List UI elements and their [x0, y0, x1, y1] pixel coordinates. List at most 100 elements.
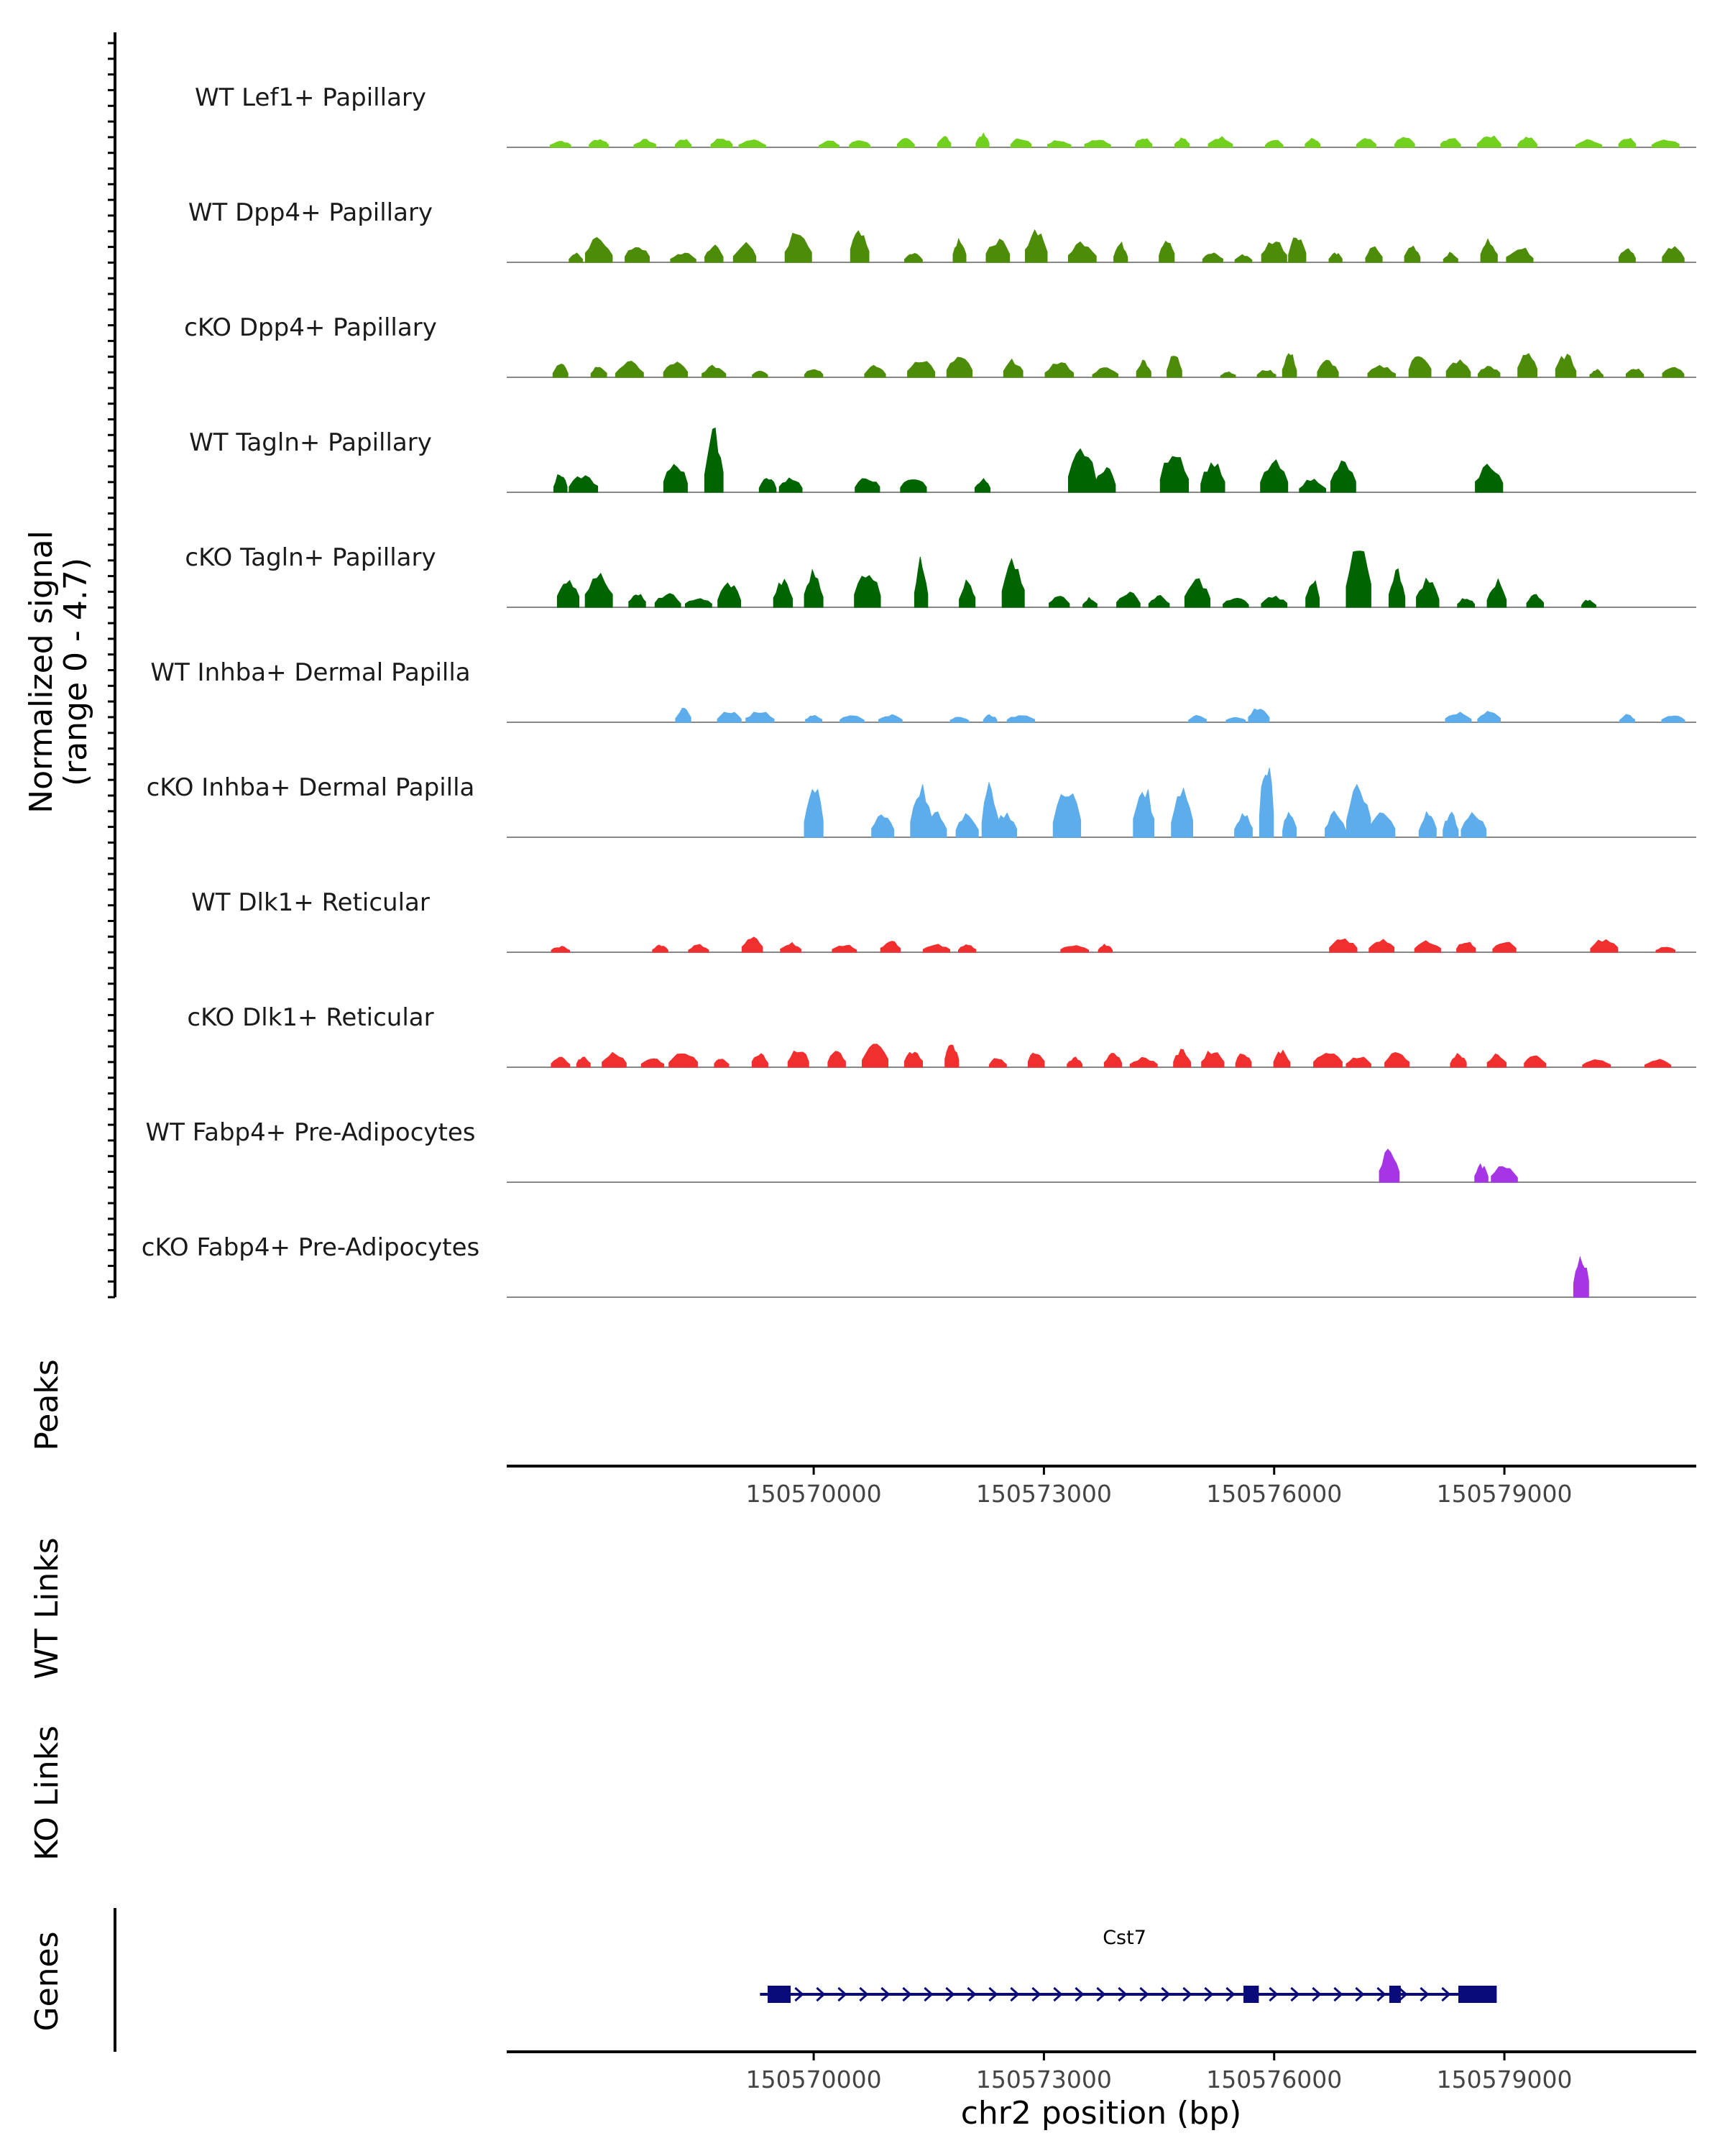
strand-arrow	[816, 1986, 826, 2002]
signal-peak	[1506, 247, 1534, 263]
signal-peak	[1346, 1056, 1371, 1068]
signal-peak	[880, 941, 901, 953]
signal-peak	[944, 1044, 960, 1068]
signal-peak	[1282, 811, 1297, 838]
gene-exon	[768, 1986, 791, 2003]
strand-arrow	[988, 1986, 998, 2002]
signal-peak	[952, 238, 967, 263]
track-4: cKO Tagln+ Papillary	[185, 543, 1696, 608]
signal-peak	[1060, 945, 1089, 953]
track-label: cKO Tagln+ Papillary	[185, 543, 436, 572]
signal-peak	[926, 811, 947, 838]
signal-peak	[714, 1059, 730, 1068]
signal-peak	[1006, 715, 1036, 723]
signal-peak	[903, 1051, 923, 1068]
track-5: WT Inhba+ Dermal Papilla	[150, 658, 1696, 723]
x-tick-label: 150576000	[1206, 2065, 1342, 2093]
signal-peak	[1486, 1053, 1507, 1068]
signal-peak	[1526, 594, 1544, 608]
signal-peak	[675, 707, 691, 723]
signal-peak	[1590, 939, 1619, 953]
signal-peak	[589, 139, 610, 148]
signal-peak	[1618, 137, 1637, 148]
signal-peak	[871, 814, 895, 838]
signal-peak	[1365, 246, 1383, 263]
signal-peak	[1044, 362, 1075, 378]
signal-peak	[1384, 1051, 1410, 1068]
signal-peak	[985, 239, 1011, 263]
signal-peak	[804, 369, 824, 378]
signal-peak	[702, 364, 727, 378]
strand-arrow	[1312, 1986, 1322, 2002]
signal-peak	[1049, 596, 1070, 608]
strand-arrow	[794, 1986, 804, 2002]
gene-exon	[1389, 1986, 1401, 2003]
strand-arrow	[1441, 1986, 1451, 2002]
signal-peak	[1259, 768, 1274, 838]
signal-peak	[804, 568, 824, 608]
x-tick-label: 150576000	[1206, 1480, 1342, 1508]
signal-peak	[615, 360, 644, 378]
signal-peak	[1416, 577, 1440, 608]
signal-peak	[1418, 811, 1437, 838]
signal-peak	[1133, 789, 1155, 838]
signal-peak	[1582, 1059, 1611, 1068]
signal-peak	[1202, 252, 1223, 263]
track-label: WT Lef1+ Papillary	[195, 83, 426, 112]
strand-arrow	[1225, 1986, 1236, 2002]
signal-peak	[787, 1050, 809, 1068]
signal-peak	[1644, 1059, 1672, 1068]
signal-peak	[1223, 597, 1249, 608]
signal-peak	[832, 944, 857, 953]
strand-arrow	[1075, 1986, 1085, 2002]
signal-peak	[1010, 138, 1031, 148]
y-axis-title: Normalized signal	[23, 530, 60, 814]
signal-peak	[569, 475, 599, 493]
signal-peak	[1445, 359, 1471, 378]
track-7: WT Dlk1+ Reticular	[191, 888, 1696, 953]
signal-peak	[675, 139, 692, 148]
signal-peak	[1460, 811, 1487, 838]
signal-peak	[549, 141, 571, 148]
signal-peak	[804, 788, 824, 838]
signal-peak	[1188, 714, 1207, 723]
track-label: cKO Dlk1+ Reticular	[187, 1003, 433, 1032]
signal-peak	[1273, 1049, 1291, 1068]
x-tick-label: 150573000	[976, 1480, 1112, 1508]
track-label: WT Dpp4+ Papillary	[188, 198, 433, 227]
signal-peak	[955, 813, 979, 838]
signal-peak	[773, 579, 794, 608]
signal-peak	[1167, 356, 1182, 378]
signal-peak	[569, 252, 583, 263]
signal-peak	[1148, 594, 1170, 608]
signal-tracks: WT Lef1+ Papillary WT Dpp4+ Papillary cKO …	[142, 83, 1696, 1298]
genes-x-axis-ticks: 150570000 150573000 150576000 150579000	[746, 2052, 1573, 2093]
signal-peak	[1174, 137, 1190, 148]
signal-peak	[752, 370, 768, 378]
track-label: WT Inhba+ Dermal Papilla	[150, 658, 470, 687]
signal-peak	[784, 232, 812, 263]
signal-peak	[1103, 1052, 1123, 1068]
signal-peak	[1234, 254, 1253, 263]
signal-peak	[1256, 369, 1276, 378]
signal-peak	[1328, 252, 1343, 263]
signal-peak	[590, 367, 607, 378]
signal-peak	[640, 1058, 665, 1068]
x-tick-label: 150573000	[976, 2065, 1112, 2093]
signal-peak	[576, 1056, 591, 1068]
gene-exon	[1458, 1986, 1497, 2003]
signal-peak	[1313, 1053, 1343, 1068]
track-label: cKO Inhba+ Dermal Papilla	[147, 773, 475, 802]
strand-arrow	[1010, 1986, 1020, 2002]
signal-peak	[904, 253, 923, 263]
signal-peak	[1159, 456, 1189, 493]
signal-peak	[1368, 939, 1395, 953]
track-label: cKO Fabp4+ Pre-Adipocytes	[142, 1233, 480, 1262]
signal-peak	[1260, 459, 1289, 493]
strand-arrow	[1139, 1986, 1149, 2002]
strand-arrow	[1161, 1986, 1171, 2002]
strand-arrow	[1398, 1986, 1408, 2002]
signal-peak	[1480, 238, 1498, 263]
strand-arrow	[1031, 1986, 1041, 2002]
signal-peak	[668, 1053, 698, 1068]
